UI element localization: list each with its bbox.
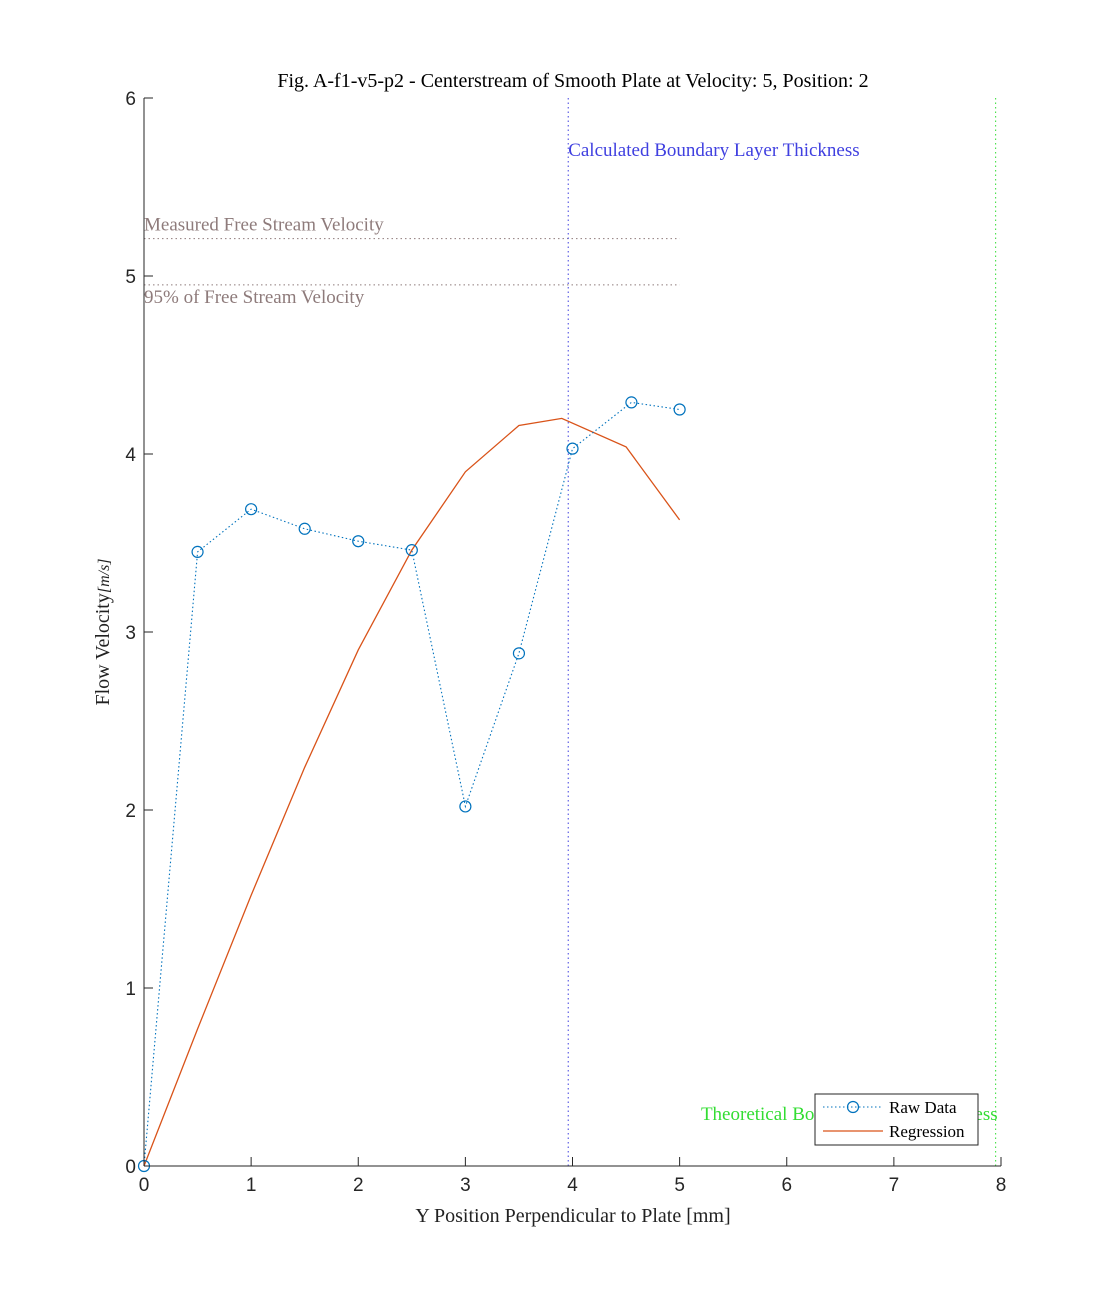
y-tick-label: 5 <box>125 267 136 288</box>
y-tick-label: 1 <box>125 979 136 1000</box>
y-tick-label: 0 <box>125 1157 136 1178</box>
raw-data-point <box>298 522 311 535</box>
raw-data-point <box>566 442 579 455</box>
x-axis-label: Y Position Perpendicular to Plate [mm] <box>415 1205 730 1227</box>
raw-data-point <box>245 503 258 516</box>
raw-data-point <box>405 544 418 557</box>
raw-data-point <box>352 535 365 548</box>
y-axis-label-unit: [m/s] <box>96 558 113 593</box>
x-tick-label: 8 <box>996 1175 1007 1196</box>
x-tick-label: 2 <box>353 1175 364 1196</box>
axes: 0 1 2 3 4 5 6 7 8 0 1 2 3 4 5 6 <box>125 89 1006 1196</box>
raw-data-point <box>625 396 638 409</box>
y-tick-label: 3 <box>125 623 136 644</box>
x-tick-label: 0 <box>139 1175 150 1196</box>
raw-data-point <box>459 800 472 813</box>
y-axis-label-main: Flow Velocity <box>92 593 114 705</box>
raw-data-point <box>191 545 204 559</box>
legend-box <box>814 1093 979 1146</box>
y-axis-label: Flow Velocity[m/s] <box>92 558 114 705</box>
ninety-five-percent-label: 95% of Free Stream Velocity <box>144 287 365 308</box>
legend-raw-marker-swatch <box>846 1100 860 1114</box>
legend: Raw Data Regression <box>814 1093 979 1146</box>
x-tick-label: 1 <box>246 1175 257 1196</box>
x-tick-label: 3 <box>460 1175 471 1196</box>
x-tick-label: 4 <box>567 1175 578 1196</box>
x-tick-label: 7 <box>889 1175 900 1196</box>
measured-free-stream-label: Measured Free Stream Velocity <box>144 215 384 236</box>
y-axis-label-group: Flow Velocity[m/s] <box>92 558 114 705</box>
regression-line <box>143 417 681 1167</box>
raw-data-point <box>512 647 526 660</box>
y-tick-label: 6 <box>125 89 136 110</box>
legend-raw-label: Raw Data <box>889 1098 957 1117</box>
legend-regression-label: Regression <box>889 1122 965 1141</box>
raw-data-point <box>673 403 686 416</box>
y-tick-label: 2 <box>125 801 136 822</box>
y-tick-label: 4 <box>125 445 136 466</box>
x-tick-label: 6 <box>781 1175 792 1196</box>
series-layer <box>137 396 686 1173</box>
calculated-boundary-label: Calculated Boundary Layer Thickness <box>568 140 859 161</box>
chart-title: Fig. A-f1-v5-p2 - Centerstream of Smooth… <box>277 70 868 92</box>
x-tick-label: 5 <box>674 1175 685 1196</box>
